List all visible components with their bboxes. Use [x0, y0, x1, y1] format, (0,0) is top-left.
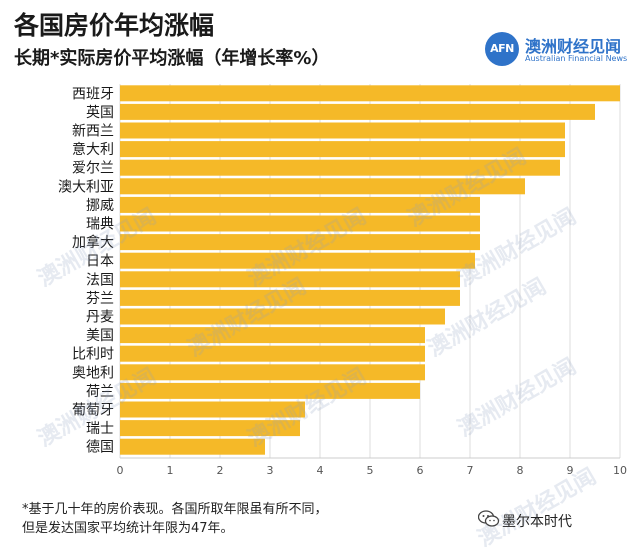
bar	[120, 159, 560, 176]
x-tick-label: 5	[367, 464, 374, 477]
category-label: 爱尔兰	[72, 161, 114, 177]
bar	[120, 196, 480, 213]
x-tick-label: 2	[217, 464, 224, 477]
bar	[120, 401, 305, 418]
category-label: 美国	[86, 328, 114, 344]
bar	[120, 271, 460, 288]
afn-logo: AFN 澳洲财经见闻 Australian Financial News	[485, 32, 635, 70]
x-tick-label: 6	[417, 464, 424, 477]
category-label: 英国	[86, 104, 114, 121]
bar	[120, 308, 445, 325]
chart-subtitle: 长期*实际房价平均涨幅（年增长率%）	[14, 48, 330, 69]
category-label: 加拿大	[72, 234, 114, 251]
bar	[120, 234, 480, 251]
category-label: 新西兰	[72, 124, 114, 140]
x-tick-label: 3	[267, 464, 274, 477]
bar	[120, 289, 460, 306]
bar	[120, 252, 475, 269]
x-tick-label: 9	[567, 464, 574, 477]
bars	[120, 85, 620, 455]
bar	[120, 85, 620, 102]
bar	[120, 103, 595, 120]
category-label: 挪威	[86, 198, 114, 214]
category-label: 芬兰	[86, 291, 114, 307]
brand-label: 墨尔本时代	[502, 514, 572, 530]
x-tick-label: 7	[467, 464, 474, 477]
bar	[120, 141, 565, 158]
bar	[120, 382, 420, 399]
category-label: 荷兰	[86, 384, 114, 400]
category-label: 法国	[86, 272, 114, 288]
category-label: 西班牙	[72, 86, 114, 102]
category-labels: 西班牙英国新西兰意大利爱尔兰澳大利亚挪威瑞典加拿大日本法国芬兰丹麦美国比利时奥地…	[58, 86, 114, 455]
bar	[120, 215, 480, 232]
x-axis: 0 1 2 3 4 5 6 7 8 9 10	[117, 457, 627, 477]
footnote: *基于几十年的房价表现。各国所取年限虽有所不同， 但是发达国家平均统计年限为47…	[22, 500, 328, 538]
category-label: 德国	[86, 440, 114, 456]
bar	[120, 364, 425, 381]
bar	[120, 122, 565, 139]
afn-logo-name: 澳洲财经见闻	[525, 37, 622, 56]
bar	[120, 327, 425, 344]
category-label: 丹麦	[86, 310, 114, 326]
category-label: 日本	[86, 254, 114, 270]
bar	[120, 345, 425, 362]
bar	[120, 438, 265, 455]
chart-title: 各国房价年均涨幅	[14, 11, 215, 40]
category-label: 瑞士	[86, 421, 114, 437]
category-label: 瑞典	[86, 217, 114, 233]
bar	[120, 178, 525, 195]
category-label: 奥地利	[72, 364, 114, 381]
footnote-line-2: 但是发达国家平均统计年限为47年。	[22, 521, 234, 536]
x-tick-label: 1	[167, 464, 174, 477]
bar	[120, 420, 300, 437]
category-label: 意大利	[72, 141, 114, 158]
wechat-icon	[478, 510, 500, 527]
afn-logo-subtitle: Australian Financial News	[525, 54, 628, 63]
x-tick-label: 4	[317, 464, 324, 477]
afn-logo-mark: AFN	[485, 32, 519, 66]
x-tick-label: 8	[517, 464, 524, 477]
footnote-line-1: *基于几十年的房价表现。各国所取年限虽有所不同，	[22, 502, 328, 517]
category-label: 澳大利亚	[58, 179, 114, 195]
category-label: 比利时	[72, 347, 114, 363]
x-tick-label: 0	[117, 464, 124, 477]
category-label: 葡萄牙	[72, 403, 114, 419]
x-tick-label: 10	[613, 464, 627, 477]
